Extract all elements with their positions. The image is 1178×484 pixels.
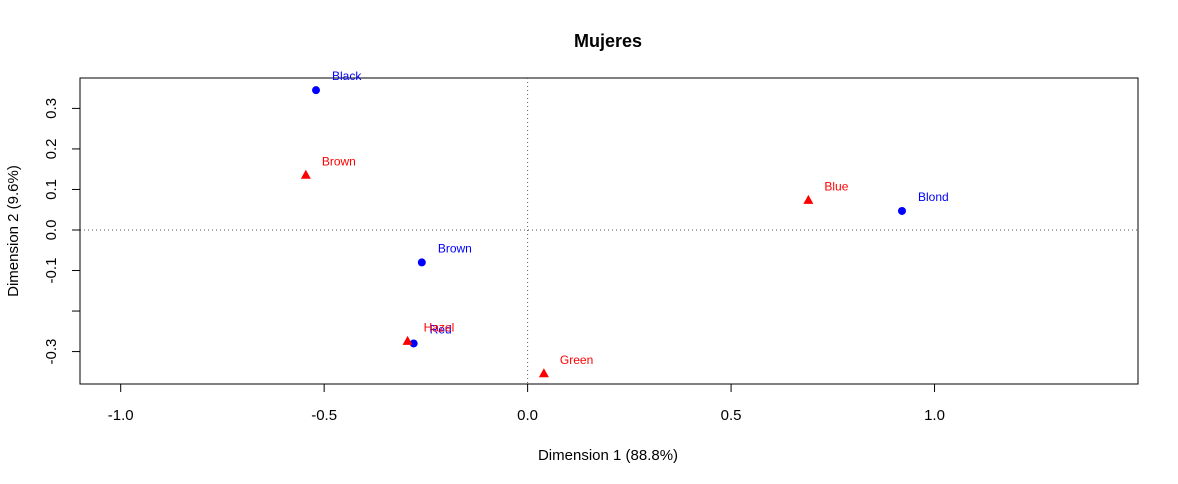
x-tick-label: 1.0 [924,407,945,424]
y-tick-label: -0.3 [43,339,60,365]
reference-lines [80,78,1138,384]
x-tick-label: 0.0 [517,407,538,424]
point-marker-triangle [803,194,814,204]
point-marker-circle [409,339,418,348]
point-marker-triangle [300,169,311,179]
x-tick-label: -0.5 [311,407,337,424]
x-tick-label: 0.5 [721,407,742,424]
chart-title: Mujeres [574,31,642,51]
data-points: Black Brown Red Blond Brown Hazel Green Blue [300,69,949,378]
point-label: Brown [438,241,472,255]
x-tick-label: -1.0 [108,407,134,424]
y-tick-label: -0.1 [43,258,60,284]
point-label: Blond [918,190,949,204]
point-label: Red [430,322,452,336]
y-tick-label: 0.1 [43,179,60,200]
point-marker-circle [897,206,906,215]
y-tick-label: 0.2 [43,138,60,159]
y-tick-label: 0.3 [43,98,60,119]
point-label: Hazel [424,320,455,334]
point-label: Blue [824,179,848,193]
point-label: Black [332,69,362,83]
point-marker-circle [312,86,321,95]
y-tick-label: 0.0 [43,220,60,241]
x-axis: -1.0 -0.5 0.0 0.5 1.0 [108,383,945,424]
y-axis-label: Dimension 2 (9.6%) [5,165,22,297]
point-marker-circle [417,258,426,267]
point-label: Brown [322,154,356,168]
plot-frame [79,77,1139,385]
y-axis: -0.3 -0.1 0.0 0.1 0.2 0.3 [43,98,81,365]
point-marker-triangle [538,368,549,378]
point-marker-triangle [402,335,413,345]
x-axis-label: Dimension 1 (88.8%) [538,447,678,464]
point-label: Green [560,353,593,367]
